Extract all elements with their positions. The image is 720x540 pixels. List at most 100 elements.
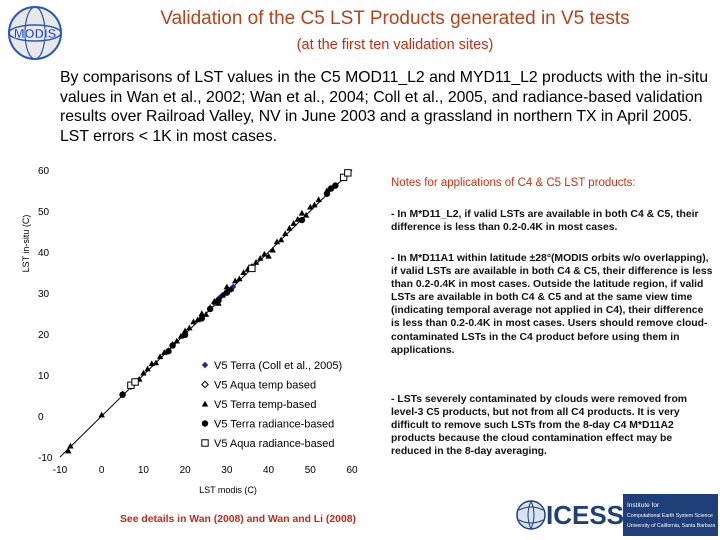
y-axis-label: LST in-situ (C) <box>21 215 31 273</box>
data-point <box>98 411 105 418</box>
data-point <box>211 298 218 304</box>
y-tick-label: 0 <box>38 412 44 423</box>
lst-scatter-chart: -10 0 10 20 30 40 50 60 -10 0 10 20 30 40 50 60 V5 Terr… <box>21 166 358 495</box>
legend-entry: V5 Terra radiance-based <box>214 419 334 431</box>
data-point <box>152 359 160 366</box>
data-point <box>261 250 268 257</box>
legend-entry: V5 Terra (Coll et al., 2005) <box>214 360 342 372</box>
data-point <box>298 216 306 224</box>
data-point <box>323 190 331 197</box>
data-point <box>198 315 206 322</box>
legend-marker <box>201 439 209 447</box>
intro-paragraph: By comparisons of LST values in the C5 M… <box>60 69 709 145</box>
data-point <box>236 275 243 282</box>
data-point <box>223 283 231 290</box>
data-point <box>156 353 164 360</box>
y-tick-label: 60 <box>38 166 50 177</box>
x-tick-label: -10 <box>53 465 68 476</box>
x-tick-label: 10 <box>138 465 150 476</box>
svg-text:Institute for: Institute for <box>627 502 660 509</box>
data-point <box>339 173 348 182</box>
data-point <box>227 285 235 292</box>
svg-text:Computational Earth System Sci: Computational Earth System Science <box>627 513 713 519</box>
data-point <box>277 236 285 243</box>
data-point <box>177 332 185 339</box>
page-title: Validation of the C5 LST Products genera… <box>160 8 630 29</box>
legend-entry: V5 Aqua temp based <box>214 380 316 392</box>
data-point <box>248 264 256 273</box>
data-point <box>286 225 293 231</box>
data-point <box>181 331 189 339</box>
x-tick-label: 50 <box>305 465 317 476</box>
data-point <box>269 246 276 253</box>
svg-text:ICESS: ICESS <box>546 500 624 530</box>
data-point <box>252 259 260 265</box>
x-tick-label: 20 <box>180 465 192 476</box>
footer-citation: See details in Wan (2008) and Wan and Li… <box>120 514 356 525</box>
y-tick-label: 20 <box>38 330 50 341</box>
data-point <box>190 318 197 325</box>
x-tick-label: 30 <box>221 465 233 476</box>
data-point <box>265 252 272 259</box>
note-item-d11a1: - In M*D11A1 within latitude ±28°(MODIS … <box>391 253 713 356</box>
data-point <box>315 196 322 203</box>
notes-heading: Notes for applications of C4 & C5 LST pr… <box>391 177 636 189</box>
data-point <box>65 447 72 454</box>
data-point <box>131 378 139 386</box>
y-tick-label: 40 <box>38 248 50 259</box>
data-point <box>140 369 147 376</box>
y-tick-label: 10 <box>38 371 50 382</box>
y-tick-label: -10 <box>38 453 53 464</box>
chart-legend: V5 Terra (Coll et al., 2005) V5 Aqua temp… <box>201 360 342 450</box>
data-point <box>215 297 222 304</box>
chart-ticks: -10 0 10 20 30 40 50 60 -10 0 10 20 30 40 50 60 <box>38 166 358 476</box>
data-point <box>144 365 151 372</box>
data-point <box>202 311 210 317</box>
data-point <box>219 291 226 298</box>
legend-entry: V5 Aqua radiance-based <box>214 438 334 450</box>
data-point <box>173 337 180 344</box>
icess-logo: ICESS Institute for Computational Earth … <box>516 494 718 536</box>
legend-marker <box>201 420 209 427</box>
data-point <box>307 203 314 210</box>
legend-marker <box>201 361 209 369</box>
legend-marker <box>201 380 209 389</box>
data-point <box>223 289 231 296</box>
data-point <box>311 201 318 208</box>
x-tick-label: 40 <box>263 465 275 476</box>
x-tick-label: 60 <box>346 465 358 476</box>
note-item-c5-l2: - In M*D11_L2, if valid LSTs are availab… <box>391 209 699 234</box>
data-point <box>186 324 193 331</box>
legend-entry: V5 Terra temp-based <box>214 399 317 411</box>
data-point <box>119 391 126 398</box>
x-axis-label: LST modis (C) <box>199 485 257 495</box>
y-tick-label: 30 <box>38 289 50 300</box>
y-tick-label: 50 <box>38 207 50 218</box>
data-point <box>181 327 189 334</box>
data-point <box>161 349 168 356</box>
globe-icon <box>516 500 546 530</box>
data-point <box>290 220 297 226</box>
data-point <box>257 254 264 261</box>
data-point <box>332 182 339 189</box>
data-point <box>169 342 176 349</box>
data-point <box>282 230 289 237</box>
data-point <box>298 209 306 216</box>
page-subtitle: (at the first ten validation sites) <box>296 37 494 53</box>
modis-logo: MODIS <box>8 6 62 60</box>
data-point <box>198 310 206 317</box>
x-tick-label: 0 <box>99 465 105 476</box>
data-point <box>206 305 214 313</box>
svg-text:University of California, Sant: University of California, Santa Barbara <box>627 523 715 529</box>
data-point <box>344 169 352 177</box>
note-item-cloud-contamination: - LSTs severely contaminated by clouds w… <box>391 394 688 458</box>
data-point <box>194 316 201 323</box>
data-point <box>302 211 310 218</box>
chart-marks <box>65 169 352 454</box>
data-point <box>232 277 239 284</box>
data-point <box>273 238 281 245</box>
svg-text:MODIS: MODIS <box>14 26 57 41</box>
data-point <box>67 442 74 449</box>
legend-marker <box>201 400 209 407</box>
data-point <box>240 269 247 276</box>
